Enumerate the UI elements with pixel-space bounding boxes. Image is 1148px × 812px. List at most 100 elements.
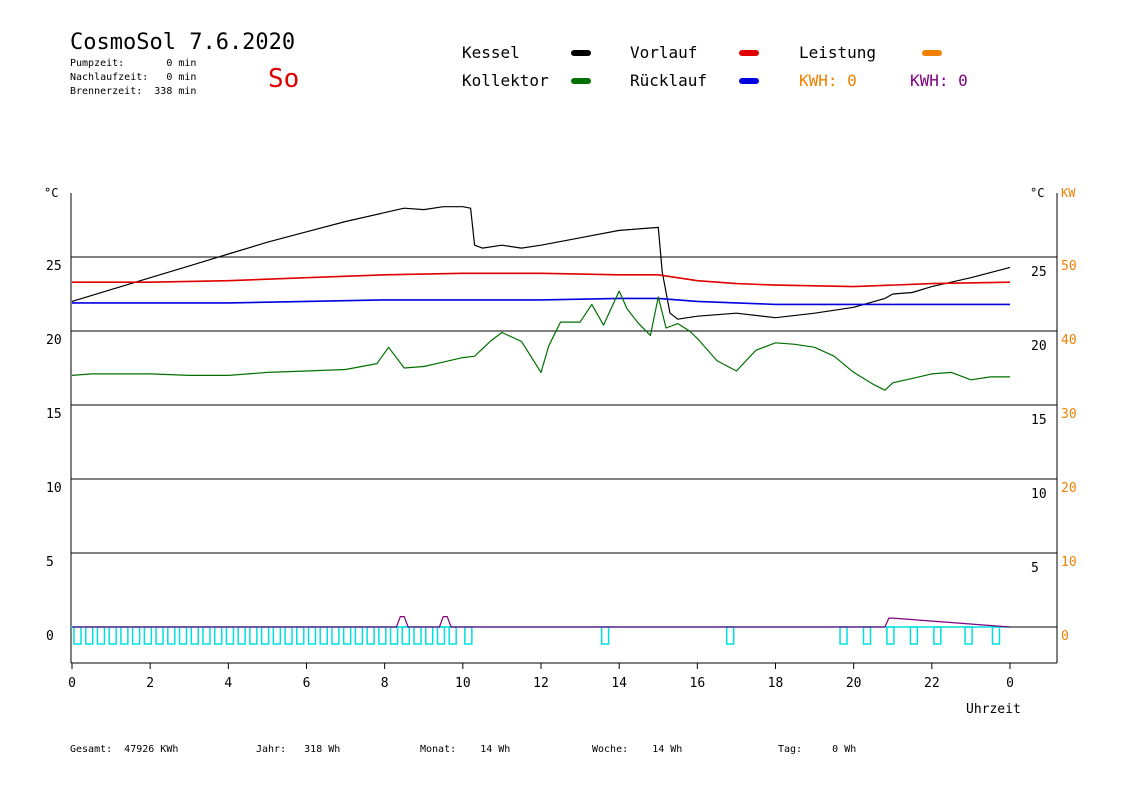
pump-pulse <box>155 626 164 645</box>
grid-layer <box>70 193 1058 669</box>
y-tick-label-left: 15 <box>46 407 62 422</box>
x-tick-label: 6 <box>303 676 311 691</box>
legend-vorlauf-swatch <box>739 50 759 56</box>
legend-vorlauf: Vorlauf <box>630 43 698 62</box>
pump-pulse <box>378 626 387 645</box>
x-tick-label: 12 <box>533 676 549 691</box>
series-layer <box>71 206 1011 628</box>
pump-pulse <box>237 626 246 645</box>
y-tick-label-power: 40 <box>1061 333 1077 348</box>
pump-pulse <box>120 626 129 645</box>
pump-pulse <box>178 626 188 645</box>
y-tick-label-power: 50 <box>1061 259 1077 274</box>
legend-kessel-swatch <box>571 50 591 56</box>
x-tick-label: 18 <box>768 676 784 691</box>
x-tick-label: 8 <box>381 676 389 691</box>
pump-pulse <box>862 626 872 645</box>
y-axis-unit-right: °C <box>1030 186 1045 200</box>
x-tick-label: 4 <box>224 676 232 691</box>
x-tick-label: 0 <box>1006 676 1014 691</box>
pump-pulse <box>725 626 735 645</box>
x-tick-label: 14 <box>611 676 627 691</box>
y-axis-unit-power: KW <box>1061 186 1076 200</box>
pump-pulse <box>839 626 848 645</box>
pump-pulse <box>260 626 270 645</box>
pump-pulse <box>84 626 94 645</box>
legend-ruecklauf: Rücklauf <box>630 71 708 90</box>
legend-kollektor: Kollektor <box>462 71 549 90</box>
chart-title: CosmoSol 7.6.2020 <box>70 30 296 55</box>
y-tick-label-right: 20 <box>1031 339 1047 354</box>
pump-pulse <box>436 626 446 645</box>
y-axis-unit-left: °C <box>44 186 59 200</box>
pump-pulse <box>389 626 399 645</box>
y-tick-label-right: 25 <box>1031 265 1047 280</box>
y-tick-label-right: 15 <box>1031 413 1047 428</box>
pump-pulse <box>73 626 82 645</box>
pump-pulse <box>909 626 919 645</box>
y-tick-label-power: 0 <box>1061 629 1069 644</box>
pumpzeit-text: Pumpzeit: 0 min <box>70 58 197 69</box>
y-tick-label-power: 30 <box>1061 407 1077 422</box>
pump-pulse <box>213 626 223 645</box>
x-tick-label: 0 <box>68 676 76 691</box>
pump-pulse <box>131 626 141 645</box>
x-tick-label: 2 <box>146 676 154 691</box>
pump-pulse <box>331 626 340 645</box>
series-ruecklauf <box>72 297 1010 306</box>
y-tick-label-left: 25 <box>46 259 62 274</box>
y-tick-label-power: 10 <box>1061 555 1077 570</box>
pump-pulse <box>366 626 375 645</box>
footer-woche: Woche: 14 Wh <box>592 744 683 755</box>
pump-pulse <box>190 626 199 645</box>
pump-pulse <box>319 626 328 645</box>
x-axis-label: Uhrzeit <box>966 702 1021 717</box>
y-tick-label-left: 20 <box>46 333 62 348</box>
legend-kwh-purple: KWH: 0 <box>910 71 968 90</box>
y-tick-label-right: 10 <box>1031 487 1047 502</box>
x-tick-label: 16 <box>690 676 706 691</box>
pump-pulses <box>71 626 1010 645</box>
y-tick-label-left: 5 <box>46 555 54 570</box>
pump-pulse <box>448 626 457 645</box>
pump-pulse <box>202 626 211 645</box>
legend-kessel: Kessel <box>462 43 520 62</box>
pump-pulse <box>272 626 282 645</box>
pump-pulse <box>284 626 293 645</box>
legend-leistung-swatch <box>922 50 942 56</box>
x-tick-label: 20 <box>846 676 862 691</box>
x-tick-label: 10 <box>455 676 471 691</box>
footer-jahr: Jahr: 318 Wh <box>256 744 341 755</box>
legend-kwh-orange: KWH: 0 <box>799 71 857 90</box>
pump-pulse <box>425 626 434 645</box>
series-leistung <box>72 615 1011 628</box>
pump-pulse <box>354 626 364 645</box>
pump-pulse <box>249 626 258 645</box>
footer-gesamt: Gesamt: 47926 KWh <box>70 744 179 755</box>
series-vorlauf <box>72 272 1011 288</box>
y-tick-label-right: 5 <box>1031 561 1039 576</box>
nachlaufzeit-text: Nachlaufzeit: 0 min <box>70 72 197 83</box>
tick-labels: 0 2 4 6 8 10 12 14 16 18 20 22 0 0 5 10 15 20 25 5 10 15 20 25 0… <box>46 259 1077 691</box>
y-tick-label-left: 0 <box>46 629 54 644</box>
pump-pulse <box>464 626 473 645</box>
legend-ruecklauf-swatch <box>739 78 759 84</box>
pump-pulse <box>413 626 422 645</box>
pump-pulse <box>225 626 235 645</box>
pump-pulse <box>600 626 610 645</box>
pump-pulse <box>296 626 305 645</box>
pump-pulse <box>886 626 895 645</box>
brennerzeit-text: Brennerzeit: 338 min <box>70 86 197 97</box>
x-tick-label: 22 <box>924 676 940 691</box>
weekday-label: So <box>268 64 300 94</box>
y-tick-label-power: 20 <box>1061 481 1077 496</box>
y-tick-label-left: 10 <box>46 481 62 496</box>
pump-pulse <box>991 626 1001 645</box>
pump-pulse <box>167 626 176 645</box>
pump-pulse <box>401 626 411 645</box>
pump-pulse <box>342 626 352 645</box>
pump-pulse <box>143 626 153 645</box>
footer-monat: Monat: 14 Wh <box>420 744 511 755</box>
pump-pulse <box>307 626 317 645</box>
